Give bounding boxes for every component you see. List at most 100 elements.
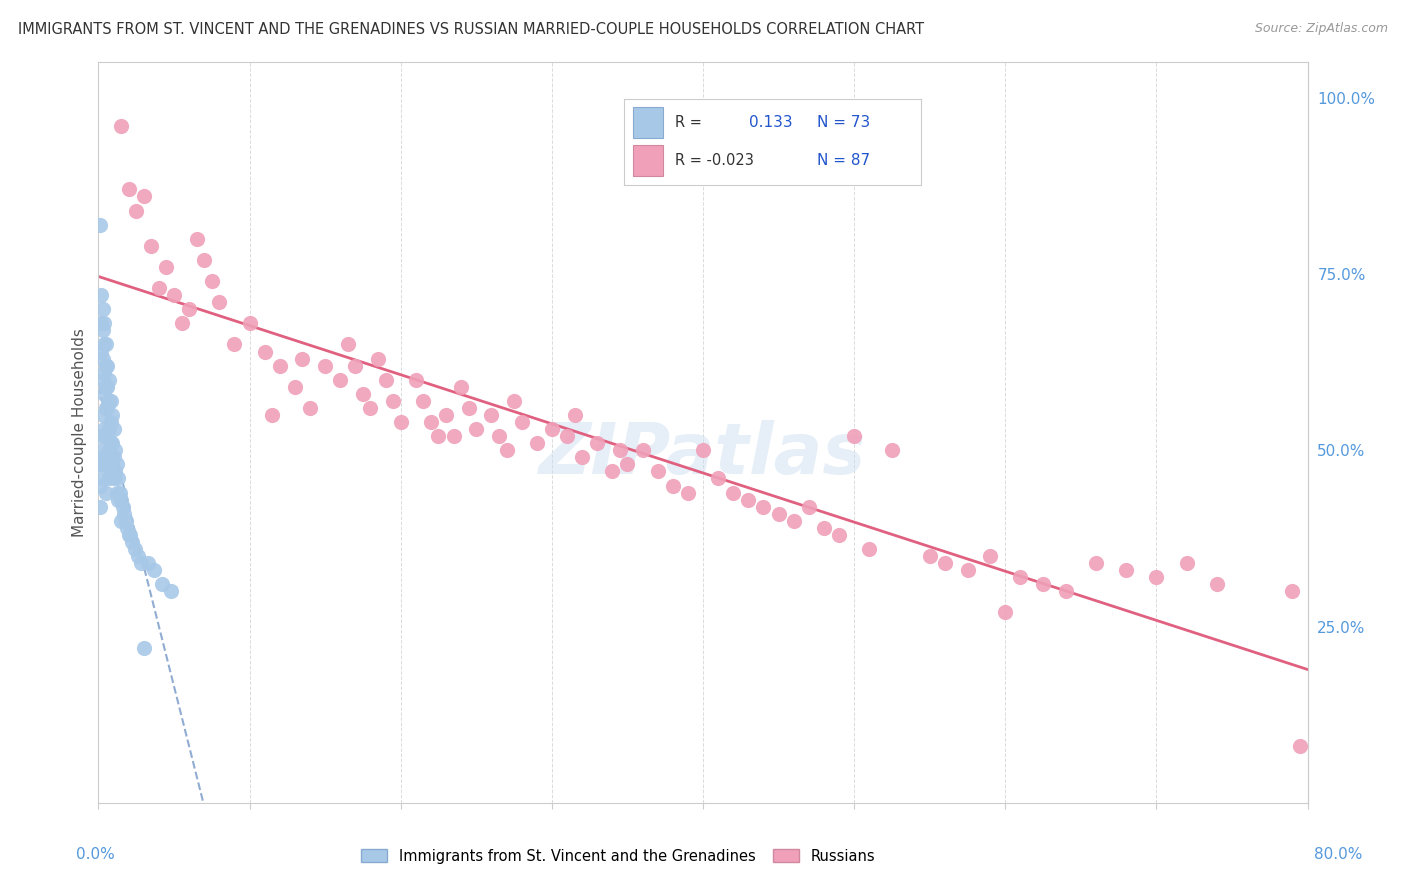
Point (382, 393, 405, 408)
Point (880, 443, 903, 458)
Point (96, 380, 118, 394)
Point (555, 429, 578, 443)
Point (344, 359, 367, 373)
Point (269, 359, 291, 373)
Point (101, 458, 124, 472)
Point (93, 422, 115, 436)
Point (631, 443, 654, 458)
Point (90, 344, 112, 359)
Point (1032, 577, 1054, 591)
Point (813, 521, 835, 535)
Text: Source: ZipAtlas.com: Source: ZipAtlas.com (1254, 22, 1388, 36)
Point (93, 337, 115, 351)
Point (93, 387, 115, 401)
Point (457, 401, 479, 415)
Point (107, 471, 129, 485)
Point (299, 401, 322, 415)
Point (443, 429, 465, 443)
Point (155, 260, 177, 274)
Point (91, 408, 114, 422)
Point (94, 485, 117, 500)
Point (329, 373, 352, 387)
Point (141, 239, 163, 253)
Point (609, 443, 631, 458)
Point (118, 528, 141, 542)
Point (979, 549, 1001, 563)
Point (104, 443, 127, 458)
Point (586, 436, 609, 450)
Point (163, 288, 186, 302)
Point (94, 458, 117, 472)
Point (90, 288, 112, 302)
Point (488, 429, 510, 443)
Point (1281, 584, 1303, 599)
Point (336, 337, 359, 351)
Point (110, 119, 132, 133)
Point (797, 500, 820, 514)
Point (100, 415, 122, 429)
Point (125, 203, 148, 218)
Point (994, 606, 1017, 620)
Point (481, 408, 503, 422)
Point (450, 380, 472, 394)
Point (96, 429, 118, 443)
Point (1175, 556, 1198, 570)
Point (91, 323, 114, 337)
Point (374, 373, 396, 387)
Point (160, 584, 183, 599)
Legend: Immigrants from St. Vincent and the Grenadines, Russians: Immigrants from St. Vincent and the Gren… (356, 843, 882, 870)
Point (107, 492, 129, 507)
Point (93, 450, 115, 465)
Point (90, 429, 112, 443)
Point (367, 351, 389, 366)
Point (91, 351, 114, 366)
Point (420, 415, 443, 429)
Y-axis label: Married-couple Households: Married-couple Households (72, 328, 87, 537)
Point (284, 380, 307, 394)
Point (844, 429, 866, 443)
Point (98, 422, 121, 436)
Point (352, 387, 374, 401)
Point (707, 471, 730, 485)
Point (540, 422, 562, 436)
Point (783, 514, 806, 528)
Point (412, 393, 434, 408)
Point (94, 337, 117, 351)
Point (1010, 570, 1032, 584)
Point (208, 295, 231, 310)
Point (121, 535, 143, 549)
Point (828, 528, 851, 542)
Point (101, 436, 124, 450)
Point (94, 359, 117, 373)
Point (93, 366, 115, 380)
Point (103, 471, 125, 485)
Point (239, 316, 262, 330)
Point (503, 393, 526, 408)
Point (89, 218, 111, 232)
Point (918, 549, 941, 563)
Point (91, 373, 114, 387)
Point (495, 443, 517, 458)
Point (110, 492, 132, 507)
Point (98, 373, 121, 387)
Point (98, 393, 121, 408)
Point (96, 401, 118, 415)
Point (89, 478, 111, 492)
Point (103, 450, 125, 465)
Point (314, 359, 336, 373)
Point (510, 415, 533, 429)
Point (934, 556, 956, 570)
Point (564, 408, 586, 422)
Point (103, 422, 125, 436)
Point (136, 556, 159, 570)
Point (129, 556, 152, 570)
Point (224, 337, 246, 351)
Point (193, 252, 215, 267)
Point (434, 408, 457, 422)
Point (647, 464, 669, 478)
Point (90, 458, 112, 472)
Point (90, 316, 112, 330)
Point (1054, 584, 1077, 599)
Point (101, 408, 124, 422)
Point (96, 359, 118, 373)
